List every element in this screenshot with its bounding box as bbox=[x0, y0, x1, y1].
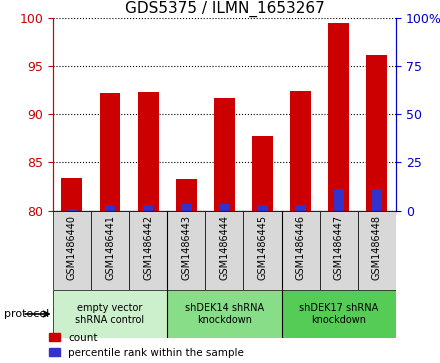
Bar bbox=[66, 209, 77, 211]
Title: GDS5375 / ILMN_1653267: GDS5375 / ILMN_1653267 bbox=[125, 1, 324, 17]
Text: GSM1486444: GSM1486444 bbox=[220, 215, 229, 280]
Bar bbox=[320, 211, 358, 290]
Bar bbox=[358, 211, 396, 290]
Text: empty vector
shRNA control: empty vector shRNA control bbox=[75, 303, 145, 325]
Text: shDEK17 shRNA
knockdown: shDEK17 shRNA knockdown bbox=[299, 303, 378, 325]
Bar bbox=[334, 189, 344, 211]
Bar bbox=[62, 178, 82, 211]
Bar bbox=[53, 211, 91, 290]
Bar bbox=[53, 290, 167, 338]
Bar bbox=[99, 93, 121, 211]
Bar bbox=[290, 91, 311, 211]
Bar bbox=[214, 98, 235, 211]
Bar bbox=[176, 179, 197, 211]
Text: GSM1486447: GSM1486447 bbox=[334, 215, 344, 280]
Bar bbox=[167, 290, 282, 338]
Bar bbox=[91, 211, 129, 290]
Bar bbox=[138, 92, 158, 211]
Text: GSM1486448: GSM1486448 bbox=[372, 215, 382, 280]
Text: GSM1486442: GSM1486442 bbox=[143, 215, 153, 280]
Legend: count, percentile rank within the sample: count, percentile rank within the sample bbox=[49, 333, 244, 358]
Text: shDEK14 shRNA
knockdown: shDEK14 shRNA knockdown bbox=[185, 303, 264, 325]
Bar bbox=[252, 135, 273, 211]
Bar bbox=[328, 23, 349, 211]
Bar bbox=[295, 205, 306, 211]
Bar bbox=[105, 205, 115, 211]
Bar bbox=[167, 211, 205, 290]
Bar bbox=[181, 204, 191, 211]
Bar bbox=[282, 290, 396, 338]
Text: protocol: protocol bbox=[4, 309, 50, 319]
Bar bbox=[219, 204, 230, 211]
Bar bbox=[243, 211, 282, 290]
Text: GSM1486443: GSM1486443 bbox=[181, 215, 191, 280]
Text: GSM1486445: GSM1486445 bbox=[257, 215, 268, 280]
Bar bbox=[257, 205, 268, 211]
Bar bbox=[205, 211, 243, 290]
Bar bbox=[372, 189, 382, 211]
Bar bbox=[143, 205, 154, 211]
Bar bbox=[367, 55, 387, 211]
Bar bbox=[282, 211, 320, 290]
Text: GSM1486441: GSM1486441 bbox=[105, 215, 115, 280]
Text: GSM1486446: GSM1486446 bbox=[296, 215, 306, 280]
Text: GSM1486440: GSM1486440 bbox=[67, 215, 77, 280]
Bar bbox=[129, 211, 167, 290]
